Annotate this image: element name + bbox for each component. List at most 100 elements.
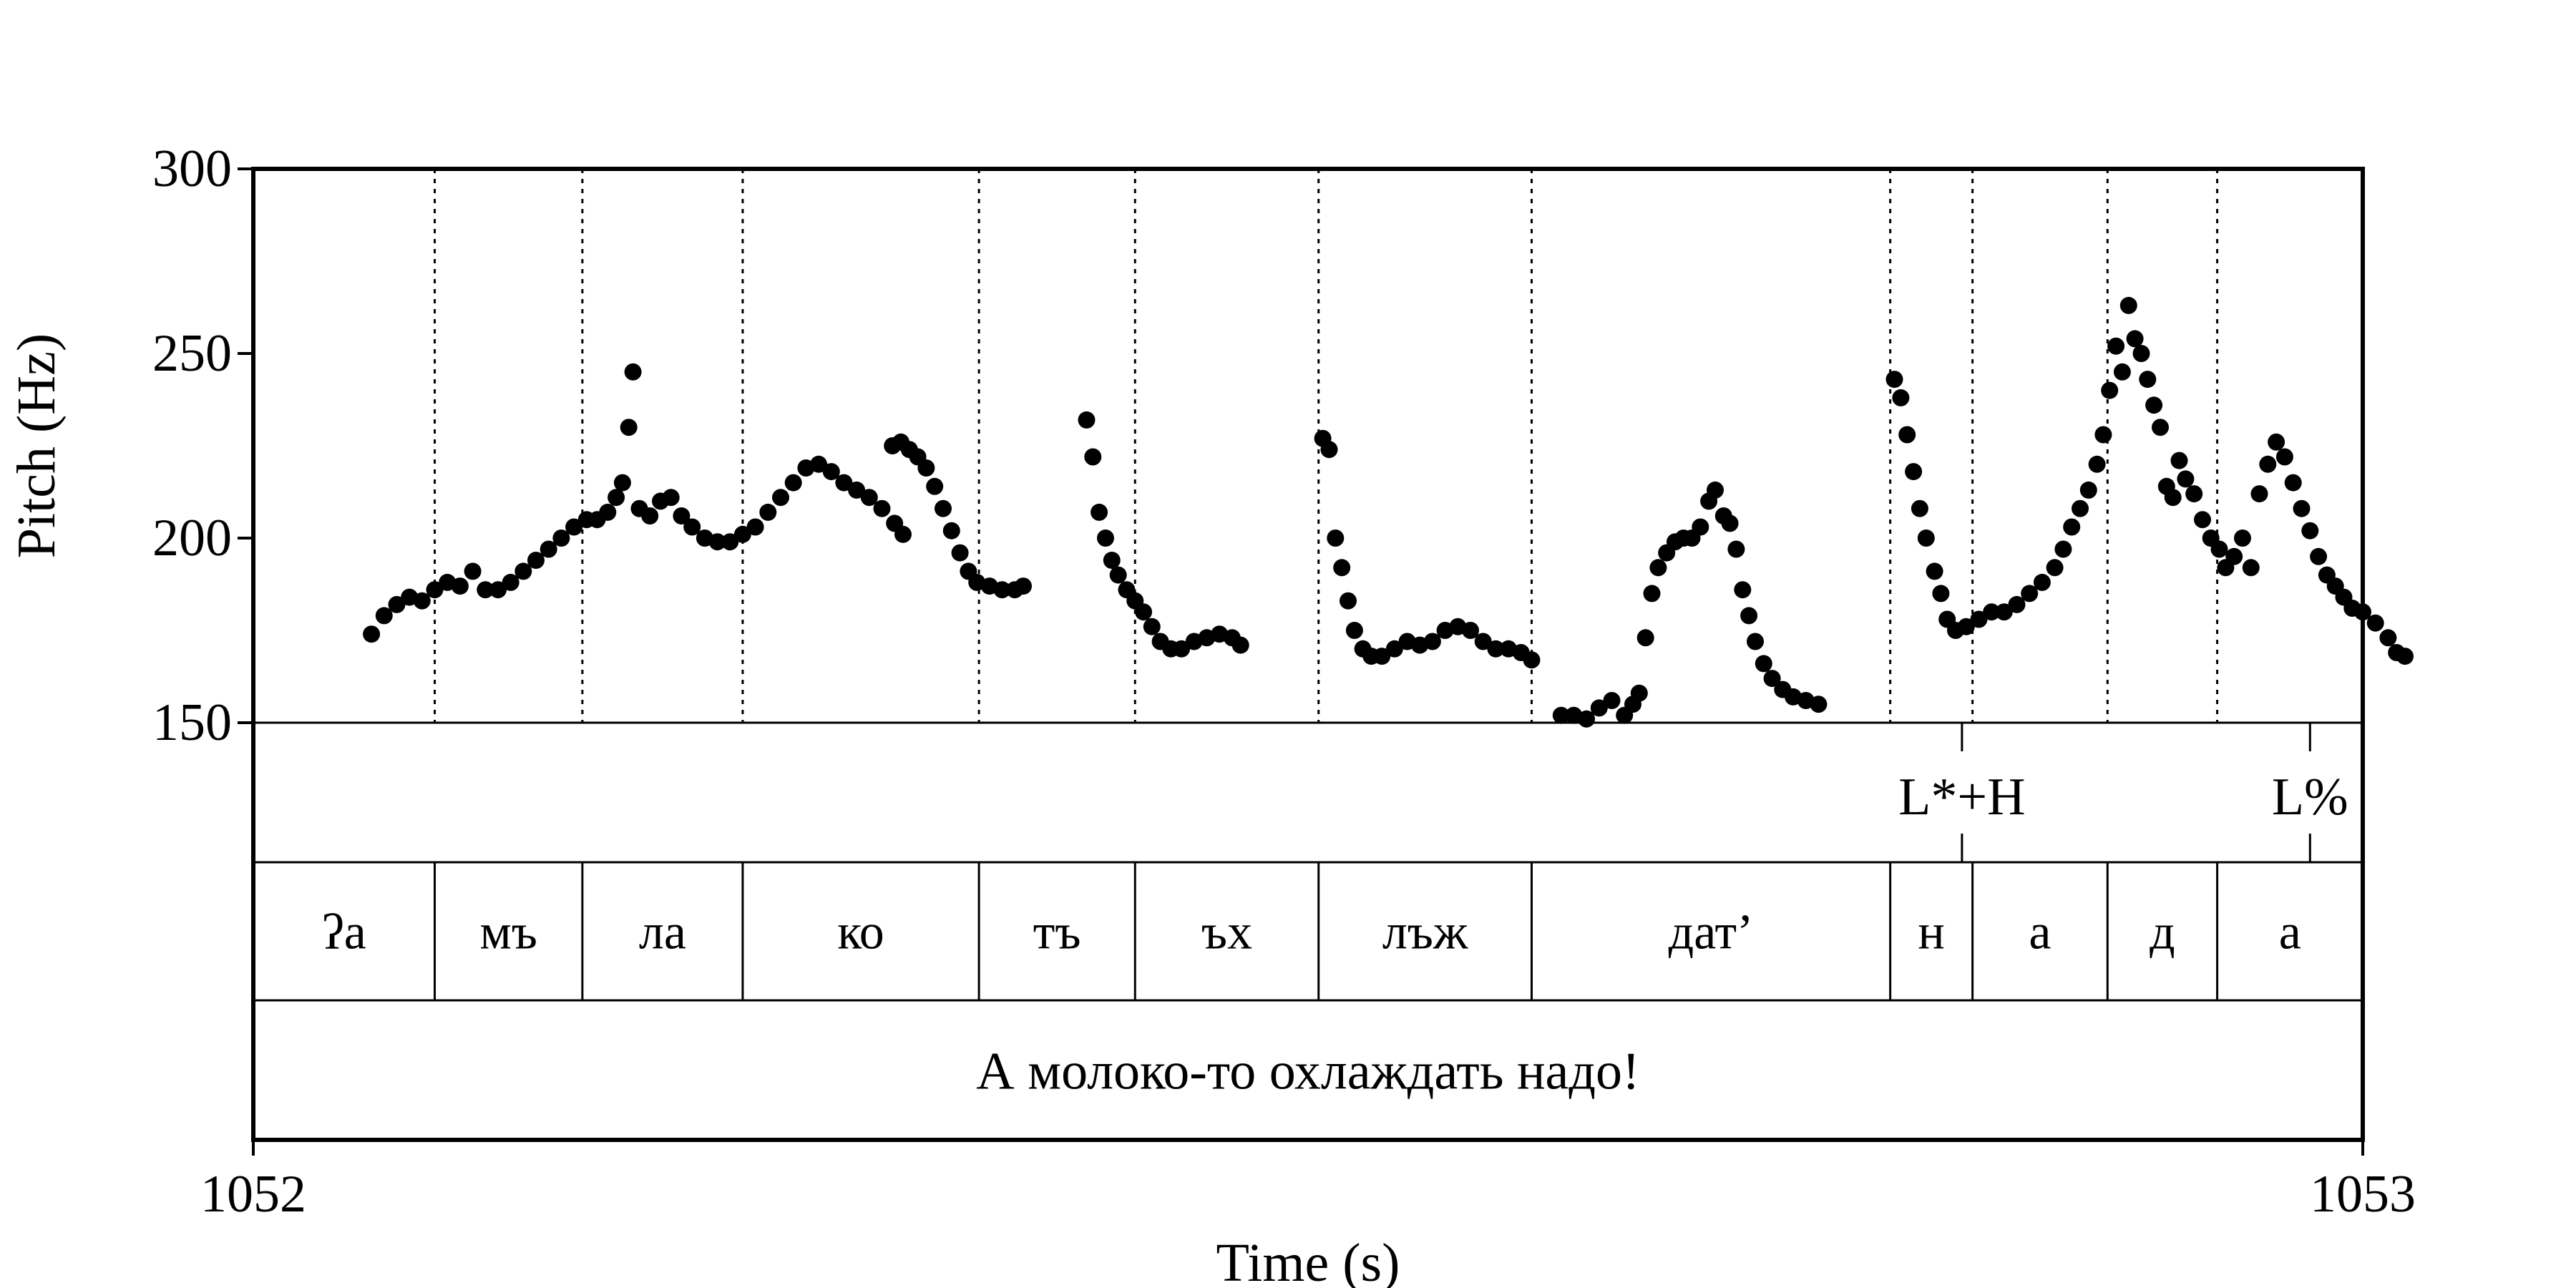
pitch-point <box>1692 518 1709 536</box>
pitch-point <box>1917 530 1935 547</box>
pitch-point <box>759 503 777 521</box>
pitch-point <box>2250 485 2268 503</box>
pitch-point <box>1911 499 1928 517</box>
syllable-tier: ʔa мъ ла ко тъ ъх лъж дат’ н а д а <box>322 905 2301 960</box>
pitch-point <box>1721 514 1739 532</box>
pitch-point <box>1755 655 1772 673</box>
pitch-point <box>1091 503 1108 521</box>
pitch-point <box>2170 452 2188 469</box>
pitch-point <box>848 481 866 499</box>
pitch-point <box>1487 640 1505 658</box>
pitch-point <box>2301 522 2319 540</box>
pitch-point <box>451 577 469 595</box>
pitch-point <box>708 533 726 551</box>
pitch-contour <box>884 433 1032 599</box>
plot-frame <box>251 167 2365 1142</box>
x-axis: 1052 1053 <box>200 1140 2416 1224</box>
pitch-point <box>1373 648 1391 665</box>
pitch-point <box>2234 530 2251 547</box>
tone-label: L*+H <box>1898 768 2025 826</box>
pitch-contour <box>1314 429 1541 669</box>
pitch-point <box>942 522 960 540</box>
pitch-point <box>2354 603 2371 621</box>
pitch-point <box>1643 585 1661 602</box>
pitch-point <box>514 562 532 580</box>
pitch-point <box>502 573 519 591</box>
pitch-point <box>1103 552 1121 569</box>
pitch-point <box>1231 636 1249 654</box>
pitch-point <box>1345 622 1363 639</box>
pitch-point <box>1078 411 1096 429</box>
sentence-tier: А молоко-то охлаждать надо! <box>976 1043 1639 1101</box>
y-tick-label: 300 <box>152 140 232 198</box>
pitch-point <box>993 581 1011 599</box>
syllable-label: д <box>2150 905 2175 960</box>
syllable-label: а <box>2029 905 2051 960</box>
pitch-point <box>2242 559 2260 577</box>
pitch-point <box>860 489 878 507</box>
pitch-point <box>1097 530 1114 547</box>
pitch-point <box>1885 371 1903 389</box>
pitch-point <box>2185 485 2203 503</box>
pitch-point <box>721 533 739 551</box>
pitch-point <box>1898 426 1916 444</box>
pitch-point <box>1590 699 1608 717</box>
pitch-point <box>1523 651 1541 669</box>
pitch-point <box>620 419 638 436</box>
syllable-label: мъ <box>479 905 537 960</box>
pitch-point <box>375 607 393 625</box>
pitch-point <box>2164 489 2182 507</box>
syllable-label: тъ <box>1033 905 1081 960</box>
pitch-point <box>2210 540 2228 558</box>
pitch-point <box>1810 696 1828 713</box>
pitch-point <box>1727 540 1745 558</box>
pitch-point <box>1983 603 2001 621</box>
pitch-point <box>1926 562 1943 580</box>
pitch-point <box>951 544 969 562</box>
pitch-point <box>1905 463 1923 481</box>
pitch-point <box>608 489 625 507</box>
pitch-point <box>1763 670 1781 688</box>
pitch-points <box>363 296 2414 728</box>
pitch-point <box>2033 573 2051 591</box>
pitch-point <box>683 518 701 536</box>
pitch-point <box>2046 559 2064 577</box>
pitch-point <box>477 581 494 599</box>
syllable-label: ла <box>639 905 686 960</box>
pitch-point <box>2079 481 2097 499</box>
pitch-point <box>2119 296 2137 314</box>
pitch-point <box>746 518 764 536</box>
pitch-point <box>2275 448 2293 466</box>
pitch-point <box>935 499 952 517</box>
pitch-point <box>426 581 444 599</box>
plot-border <box>251 167 2365 1142</box>
pitch-point <box>1333 559 1351 577</box>
pitch-point <box>2225 547 2243 565</box>
pitch-point <box>917 459 935 477</box>
pitch-point <box>2284 474 2302 492</box>
pitch-point <box>2152 419 2169 436</box>
x-tick-label: 1053 <box>2310 1165 2416 1224</box>
tone-label: L% <box>2272 768 2348 826</box>
pitch-point <box>624 363 642 381</box>
pitch-point <box>1385 640 1403 658</box>
pitch-point <box>2259 455 2277 473</box>
pitch-point <box>873 499 891 517</box>
pitch-point <box>784 474 802 492</box>
pitch-point <box>641 507 659 525</box>
syllable-label: а <box>2279 905 2301 960</box>
x-axis-title: Time (s) <box>1216 1233 1400 1288</box>
pitch-point <box>552 530 570 547</box>
pitch-point <box>1892 389 1910 406</box>
pitch-point <box>1320 441 1338 459</box>
pitch-point <box>1462 622 1479 639</box>
pitch-point <box>2088 455 2106 473</box>
pitch-point <box>1135 603 1153 621</box>
pitch-point <box>2094 426 2112 444</box>
pitch-point <box>835 474 853 492</box>
pitch-point <box>2177 470 2195 488</box>
pitch-point <box>2072 499 2089 517</box>
pitch-point <box>772 489 789 507</box>
syllable-label: дат’ <box>1669 905 1754 960</box>
pitch-point <box>1173 640 1191 658</box>
